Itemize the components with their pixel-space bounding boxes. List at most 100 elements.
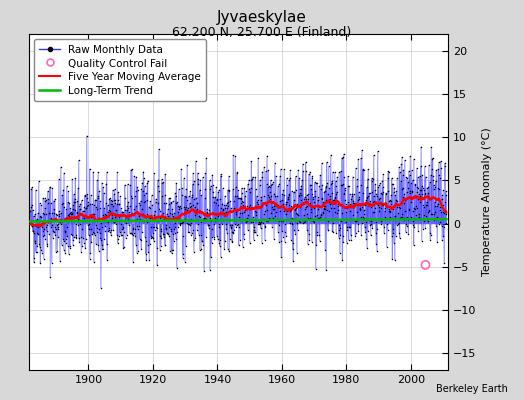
Point xyxy=(53,224,62,231)
Point xyxy=(328,178,336,184)
Point xyxy=(317,211,325,218)
Point xyxy=(442,192,451,198)
Point xyxy=(263,218,271,225)
Point xyxy=(252,212,260,218)
Point xyxy=(198,238,206,244)
Point xyxy=(131,232,139,239)
Point xyxy=(225,248,234,255)
Point xyxy=(248,217,256,224)
Point xyxy=(62,239,70,246)
Point xyxy=(165,224,173,230)
Point xyxy=(68,211,76,218)
Point xyxy=(59,247,68,253)
Point xyxy=(268,199,277,205)
Point xyxy=(238,210,246,216)
Point xyxy=(309,218,317,224)
Point xyxy=(198,238,206,244)
Point xyxy=(227,239,236,245)
Point xyxy=(256,176,264,183)
Point xyxy=(400,215,409,221)
Point xyxy=(254,221,263,227)
Point xyxy=(117,205,126,211)
Point xyxy=(339,233,347,240)
Point xyxy=(249,236,258,243)
Point xyxy=(399,194,407,200)
Point xyxy=(213,202,222,208)
Point xyxy=(410,224,418,230)
Point xyxy=(115,200,123,207)
Point xyxy=(367,218,376,224)
Point xyxy=(204,221,213,228)
Point xyxy=(264,192,272,198)
Point xyxy=(178,218,186,224)
Point xyxy=(69,206,77,212)
Point xyxy=(324,226,332,233)
Point xyxy=(273,216,281,222)
Point xyxy=(78,242,86,249)
Point xyxy=(154,183,162,189)
Point xyxy=(201,215,209,221)
Point xyxy=(361,228,369,235)
Text: Berkeley Earth: Berkeley Earth xyxy=(436,384,508,394)
Point xyxy=(261,223,269,229)
Point xyxy=(79,235,88,241)
Point xyxy=(305,231,313,238)
Point xyxy=(66,205,74,212)
Point xyxy=(72,234,81,240)
Point xyxy=(228,186,237,192)
Point xyxy=(230,204,238,211)
Point xyxy=(92,222,101,229)
Point xyxy=(389,226,398,232)
Point xyxy=(350,202,358,208)
Point xyxy=(275,180,283,187)
Point xyxy=(286,208,294,214)
Point xyxy=(336,232,345,238)
Point xyxy=(409,222,418,229)
Point xyxy=(92,225,101,232)
Point xyxy=(81,245,90,252)
Point xyxy=(204,222,212,228)
Point xyxy=(106,208,114,214)
Point xyxy=(102,241,111,248)
Point xyxy=(134,186,142,193)
Point xyxy=(232,210,240,217)
Point xyxy=(202,154,211,161)
Point xyxy=(201,195,209,201)
Point xyxy=(211,194,219,200)
Point xyxy=(268,180,276,187)
Point xyxy=(242,188,250,194)
Point xyxy=(438,222,446,229)
Point xyxy=(362,219,370,225)
Point xyxy=(100,205,108,211)
Point xyxy=(407,194,416,200)
Point xyxy=(114,197,123,203)
Point xyxy=(305,182,314,189)
Point xyxy=(305,236,313,243)
Point xyxy=(326,152,335,158)
Point xyxy=(398,154,406,160)
Point xyxy=(177,166,185,173)
Point xyxy=(277,237,285,244)
Point xyxy=(384,175,392,181)
Point xyxy=(166,209,174,216)
Point xyxy=(45,210,53,216)
Point xyxy=(35,178,43,184)
Point xyxy=(165,201,173,207)
Point xyxy=(313,179,322,186)
Point xyxy=(262,218,270,224)
Point xyxy=(223,204,231,211)
Point xyxy=(64,251,73,257)
Point xyxy=(65,200,73,206)
Point xyxy=(97,285,105,291)
Point xyxy=(322,184,330,191)
Point xyxy=(216,254,225,260)
Point xyxy=(38,233,47,240)
Point xyxy=(382,191,390,197)
Point xyxy=(326,196,334,202)
Point xyxy=(240,231,248,238)
Point xyxy=(315,238,324,244)
Point xyxy=(354,156,363,163)
Point xyxy=(36,244,44,250)
Point xyxy=(170,225,178,232)
Point xyxy=(155,146,163,152)
